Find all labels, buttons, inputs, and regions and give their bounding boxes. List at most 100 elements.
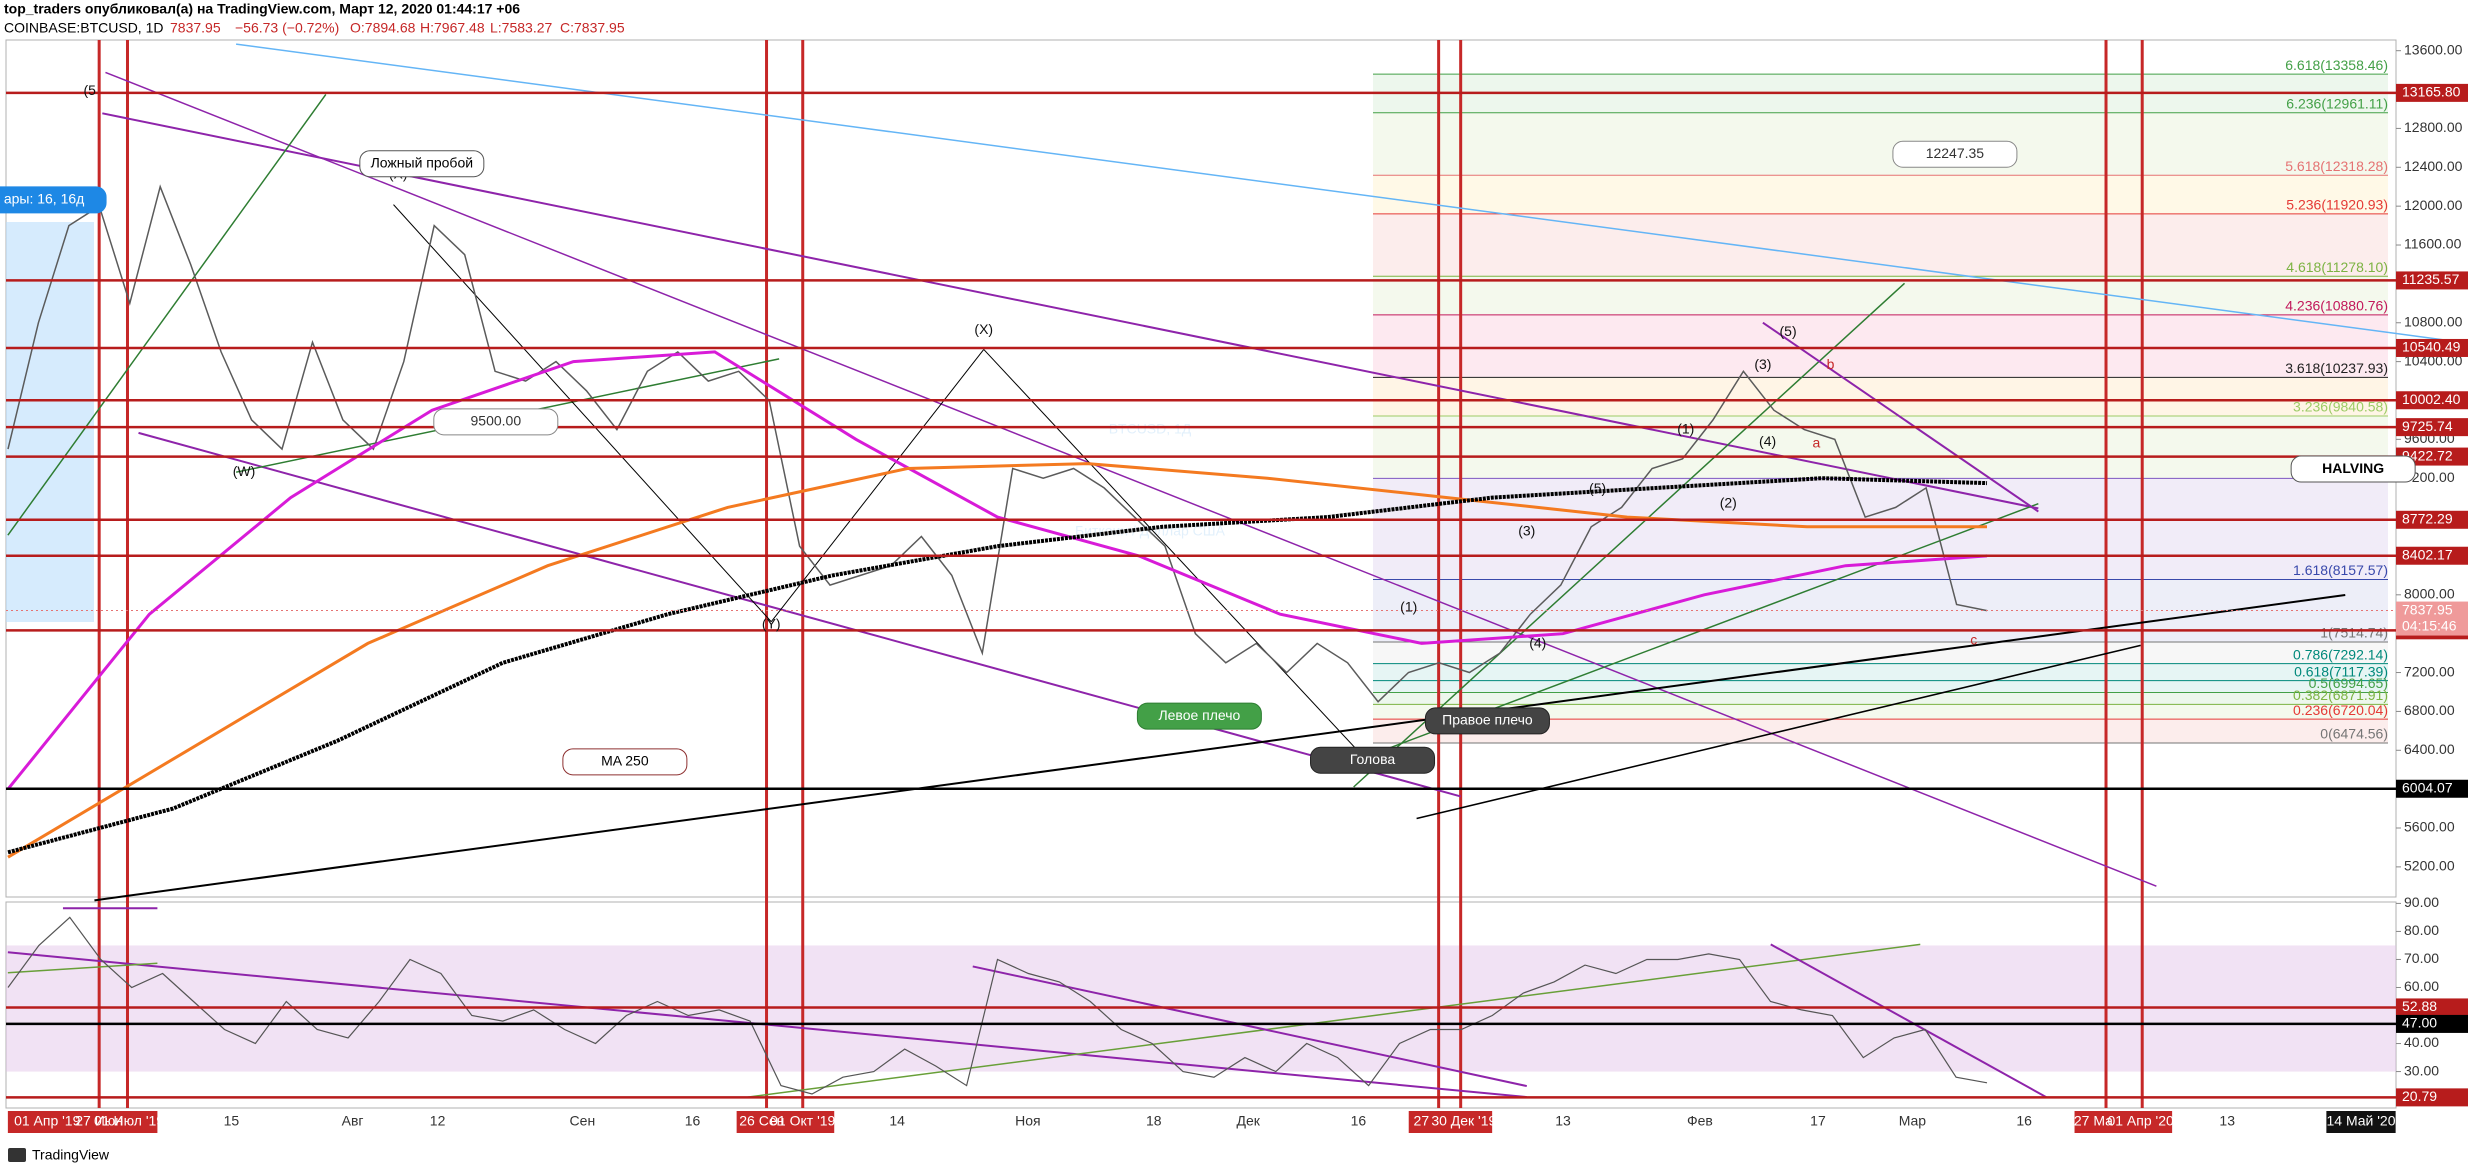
fib-label: 1.618(8157.57): [2293, 562, 2388, 578]
trend-line: [94, 593, 2346, 902]
level-label: 13165.80: [2402, 84, 2461, 100]
y-tick-label: 6800.00: [2404, 702, 2455, 718]
rsi-tick-label: 40.00: [2404, 1034, 2439, 1050]
rsi-level-tag: [2396, 998, 2468, 1017]
high: H:7967.48: [420, 20, 485, 36]
wave-label: (3): [1518, 523, 1535, 539]
y-tick-label: 9200.00: [2404, 469, 2455, 485]
x-tick-label: 16: [2016, 1113, 2032, 1129]
wave-label: (W): [233, 463, 256, 479]
trend-line: [7, 962, 158, 974]
rsi-tick-label: 60.00: [2404, 978, 2439, 994]
trend-line: [1770, 943, 2047, 1098]
fib-zone: [1373, 213, 2388, 277]
level-label: 9422.72: [2402, 447, 2453, 463]
trend-line: [747, 943, 1921, 1098]
level-tag: [2396, 271, 2468, 290]
x-tick-label: 17: [1810, 1113, 1826, 1129]
fib-zone: [1373, 680, 2388, 693]
annotation-box: [1310, 746, 1436, 774]
annotation-box: [562, 748, 688, 776]
fib-zone: [1373, 276, 2388, 315]
watermark-subtitle: Биткоин / Доллар США: [1075, 523, 1226, 539]
level-tag: [2396, 779, 2468, 798]
level-label: 8772.29: [2402, 510, 2453, 526]
rsi-level-tag: [2396, 1014, 2468, 1033]
trend-line: [105, 71, 2157, 887]
fib-zone: [1373, 175, 2388, 214]
level-label: 6004.07: [2402, 779, 2453, 795]
annotation-box: [1892, 140, 2018, 168]
rsi-level-label: 20.79: [2402, 1088, 2437, 1104]
trend-line: [7, 94, 327, 536]
fib-label: 4.236(10880.76): [2285, 298, 2388, 314]
fib-label: 6.618(13358.46): [2285, 57, 2388, 73]
rsi-level-label: 52.88: [2402, 998, 2437, 1014]
x-tick-label: 30 Дек '19: [1431, 1113, 1496, 1129]
annotation: Правое плечо: [1442, 712, 1533, 728]
wave-label: (1): [1677, 420, 1694, 436]
level-label: 8402.17: [2402, 546, 2453, 562]
wave-label: (1): [1400, 598, 1417, 614]
x-tick-label: 27: [1414, 1113, 1430, 1129]
y-tick-label: 5200.00: [2404, 858, 2455, 874]
x-tick-label: 01 Окт '19: [770, 1113, 835, 1129]
y-tick-label: 8000.00: [2404, 586, 2455, 602]
rsi-tick-label: 80.00: [2404, 922, 2439, 938]
trend-line: [102, 112, 2039, 510]
watermark-title: BTCUSD, 1Д: [1109, 421, 1192, 437]
fib-zone: [1373, 719, 2388, 744]
x-tick-label: 16: [1351, 1113, 1367, 1129]
y-tick-label: 13600.00: [2404, 41, 2463, 57]
annotation: Ложный пробой: [371, 154, 473, 170]
x-tick-label: 18: [1146, 1113, 1162, 1129]
level-label: 9725.74: [2402, 418, 2453, 434]
last: 7837.95: [170, 20, 221, 36]
fib-label: 0.5(6994.65): [2309, 675, 2388, 691]
fib-zone: [1373, 692, 2388, 705]
time-highlight: [7, 1111, 158, 1133]
fib-zone: [1373, 641, 2388, 664]
x-tick-label: 12: [430, 1113, 446, 1129]
x-tick-label: 26 Сен: [739, 1113, 784, 1129]
annotation-box: [1136, 702, 1262, 730]
fib-label: 0.382(6871.91): [2293, 687, 2388, 703]
level-label: 11235.57: [2402, 271, 2460, 287]
wave-label: (5: [83, 82, 96, 98]
annotation-box: [433, 408, 559, 436]
y-tick-label: 5600.00: [2404, 819, 2455, 835]
x-tick-label: Сен: [570, 1113, 596, 1129]
x-tick-label: 13: [2219, 1113, 2235, 1129]
open: O:7894.68: [350, 20, 416, 36]
wave-label: a: [1812, 435, 1820, 451]
wave-label: (X): [974, 321, 993, 337]
x-tick-label: 27 Ма: [2074, 1113, 2113, 1129]
x-tick-label: 27 Июн: [75, 1113, 123, 1129]
annotation: MA 250: [601, 753, 649, 769]
fib-label: 5.236(11920.93): [2286, 197, 2388, 213]
level-label: 10540.49: [2402, 339, 2461, 355]
footer-brand: TradingView: [32, 1147, 110, 1163]
y-tick-label: 12400.00: [2404, 158, 2463, 174]
last-price-tag: [2396, 601, 2468, 636]
x-tick-label: 01 Апр '19: [14, 1113, 81, 1129]
fib-zone: [1373, 314, 2388, 378]
x-tick-label: 01 Июл '19: [94, 1113, 164, 1129]
rsi-tick-label: 70.00: [2404, 950, 2439, 966]
logo: [8, 1148, 26, 1162]
level-tag: [2396, 391, 2468, 410]
wave-label: (4): [1529, 634, 1546, 650]
x-tick-label: Фев: [1687, 1113, 1713, 1129]
fib-zone: [1373, 663, 2388, 681]
fib-label: 4.618(11278.10): [2286, 259, 2388, 275]
annotation: HALVING: [2322, 460, 2384, 476]
x-tick-label: Ноя: [1015, 1113, 1040, 1129]
x-tick-label: 14 Май '20: [2326, 1113, 2395, 1129]
series-line: [7, 476, 1988, 855]
x-tick-label: 16: [685, 1113, 701, 1129]
x-tick-label: Дек: [1236, 1113, 1260, 1129]
countdown: 04:15:46: [2402, 617, 2457, 633]
x-tick-label: 14: [889, 1113, 905, 1129]
annotation-box: [0, 186, 107, 214]
